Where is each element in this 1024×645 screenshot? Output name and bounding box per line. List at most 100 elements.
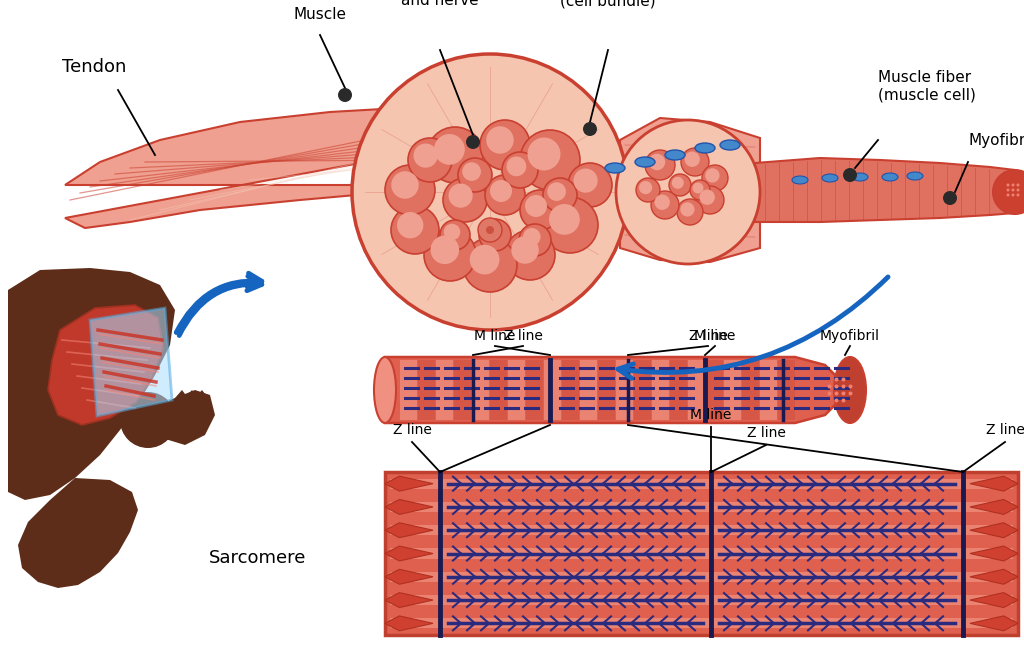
- Circle shape: [1007, 188, 1010, 192]
- Circle shape: [842, 392, 846, 395]
- Circle shape: [654, 195, 670, 210]
- Circle shape: [645, 150, 675, 180]
- Circle shape: [490, 180, 512, 202]
- Circle shape: [486, 126, 514, 154]
- Polygon shape: [620, 118, 760, 262]
- Circle shape: [547, 183, 566, 201]
- Circle shape: [505, 230, 555, 280]
- Circle shape: [1017, 194, 1020, 197]
- Circle shape: [692, 183, 703, 194]
- Circle shape: [827, 384, 831, 388]
- Text: Z line: Z line: [392, 423, 431, 437]
- Polygon shape: [970, 616, 1018, 631]
- Polygon shape: [970, 522, 1018, 538]
- Ellipse shape: [852, 173, 868, 181]
- Circle shape: [462, 163, 481, 181]
- Text: M line: M line: [474, 329, 516, 343]
- Circle shape: [835, 399, 839, 402]
- Circle shape: [523, 228, 541, 246]
- Polygon shape: [385, 357, 850, 423]
- Circle shape: [525, 195, 547, 217]
- Polygon shape: [65, 108, 430, 228]
- Text: Muscle: Muscle: [294, 7, 346, 22]
- Circle shape: [943, 191, 957, 205]
- Bar: [760, 360, 777, 420]
- Bar: [390, 479, 1013, 489]
- Circle shape: [649, 154, 666, 170]
- Ellipse shape: [792, 176, 808, 184]
- Circle shape: [706, 168, 720, 183]
- Bar: [390, 548, 1013, 559]
- Circle shape: [430, 235, 459, 264]
- Circle shape: [702, 165, 728, 191]
- Circle shape: [1017, 188, 1020, 192]
- Circle shape: [470, 244, 500, 275]
- Circle shape: [690, 180, 710, 200]
- Bar: [472, 360, 489, 420]
- Text: Muscle fiber
(muscle cell): Muscle fiber (muscle cell): [878, 70, 976, 102]
- Polygon shape: [970, 546, 1018, 561]
- Bar: [400, 360, 417, 420]
- Circle shape: [636, 178, 660, 202]
- Circle shape: [397, 212, 423, 239]
- Bar: [390, 619, 1013, 628]
- Text: Muscle fascicle
(cell bundle): Muscle fascicle (cell bundle): [550, 0, 666, 8]
- Circle shape: [385, 165, 435, 215]
- Circle shape: [543, 178, 577, 212]
- Polygon shape: [385, 522, 433, 538]
- Bar: [688, 360, 705, 420]
- Circle shape: [463, 238, 517, 292]
- Circle shape: [639, 181, 652, 194]
- Circle shape: [842, 384, 846, 388]
- Polygon shape: [970, 593, 1018, 608]
- Circle shape: [440, 220, 470, 250]
- Circle shape: [849, 392, 853, 395]
- Circle shape: [1017, 183, 1020, 186]
- Circle shape: [672, 177, 684, 189]
- Polygon shape: [385, 546, 433, 561]
- Circle shape: [568, 163, 612, 207]
- Text: Tendon: Tendon: [62, 58, 126, 76]
- Text: Artery, vein
and nerve: Artery, vein and nerve: [395, 0, 485, 8]
- Bar: [778, 360, 795, 420]
- Bar: [634, 360, 651, 420]
- Circle shape: [549, 204, 580, 235]
- Circle shape: [699, 190, 715, 205]
- Circle shape: [391, 206, 439, 254]
- Circle shape: [1012, 194, 1015, 197]
- Polygon shape: [385, 570, 433, 584]
- Bar: [526, 360, 543, 420]
- Circle shape: [443, 224, 460, 240]
- Polygon shape: [90, 308, 172, 416]
- Bar: [418, 360, 435, 420]
- Circle shape: [520, 190, 560, 230]
- Text: Sarcomere: Sarcomere: [209, 549, 306, 567]
- Circle shape: [527, 137, 560, 170]
- Bar: [706, 360, 723, 420]
- Bar: [390, 571, 1013, 582]
- Text: M line: M line: [694, 329, 735, 343]
- Circle shape: [835, 384, 839, 388]
- Text: Z line: Z line: [985, 423, 1024, 437]
- Circle shape: [835, 392, 839, 395]
- Polygon shape: [8, 268, 175, 500]
- Text: Z line: Z line: [504, 329, 543, 343]
- Circle shape: [424, 229, 476, 281]
- Circle shape: [434, 134, 465, 165]
- Circle shape: [583, 122, 597, 136]
- Polygon shape: [18, 478, 138, 588]
- Circle shape: [414, 143, 437, 168]
- Circle shape: [835, 377, 839, 381]
- Polygon shape: [155, 390, 215, 445]
- Circle shape: [391, 172, 419, 199]
- Bar: [385, 472, 1018, 635]
- Circle shape: [120, 392, 176, 448]
- Bar: [742, 360, 759, 420]
- Circle shape: [849, 384, 853, 388]
- Circle shape: [520, 130, 580, 190]
- Circle shape: [1007, 194, 1010, 197]
- Circle shape: [1012, 183, 1015, 186]
- Circle shape: [684, 152, 699, 167]
- Circle shape: [680, 203, 694, 217]
- Bar: [390, 502, 1013, 512]
